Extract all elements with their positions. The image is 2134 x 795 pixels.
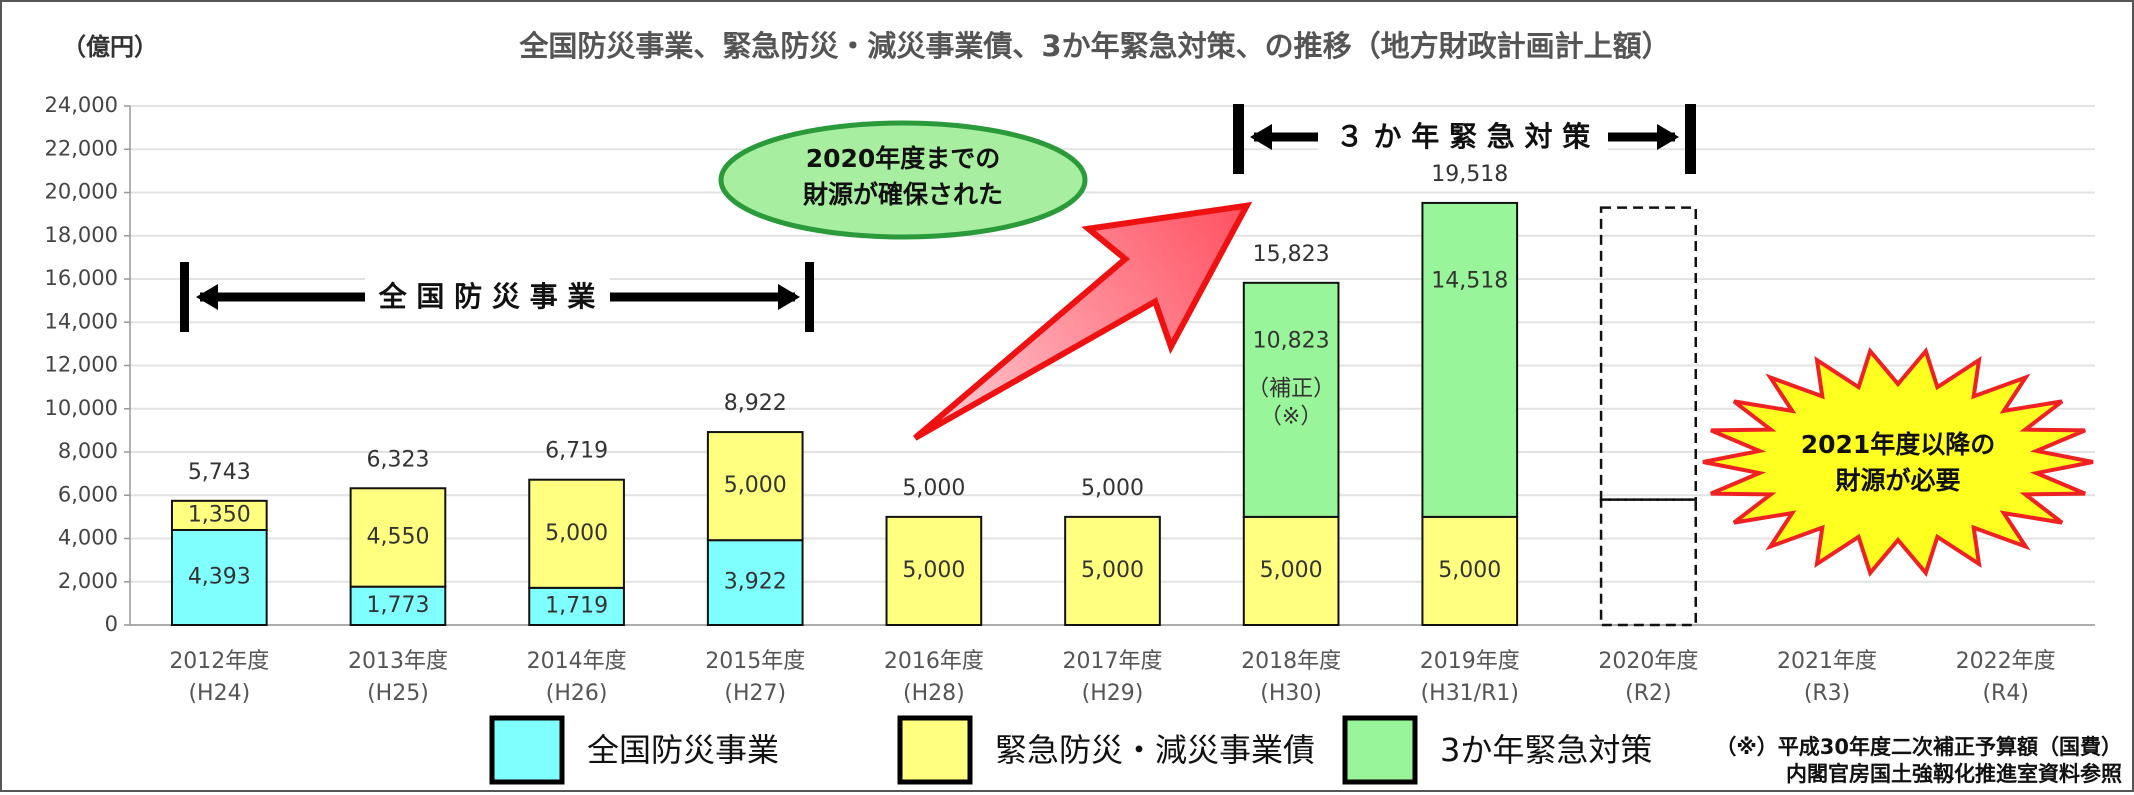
segment-label: 4,550 (366, 524, 429, 549)
note-label: （補正） (1247, 376, 1335, 401)
x-tick-sublabel: (R2) (1625, 681, 1671, 706)
total-label: 5,000 (1081, 476, 1144, 501)
segment-label: 10,823 (1253, 328, 1330, 353)
footnote: 内閣官房国土強靱化推進室資料参照 (1786, 762, 2122, 786)
x-tick-sublabel: (H31/R1) (1421, 681, 1519, 706)
x-tick-sublabel: (R4) (1982, 681, 2028, 706)
total-label: 5,743 (188, 460, 251, 485)
callout-text: 財源が確保された (803, 180, 1003, 209)
bracket-label: ３ か 年 緊 急 対 策 (1336, 120, 1591, 153)
segment-label: 14,518 (1431, 268, 1508, 293)
x-tick-sublabel: (H30) (1260, 681, 1322, 706)
segment-label: 3,922 (724, 570, 787, 595)
total-label: 6,323 (366, 447, 429, 472)
starburst-callout: 2021年度以降の 財源が必要 (1703, 351, 2093, 573)
chart-title: 全国防災事業、緊急防災・減災事業債、3か年緊急対策、の推移（地方財政計画計上額） (518, 29, 1670, 63)
segment-label: 5,000 (1438, 558, 1501, 583)
y-tick-label: 0 (105, 612, 118, 636)
x-tick-label: 2022年度 (1956, 649, 2056, 674)
y-tick-label: 8,000 (58, 439, 118, 463)
total-label: 19,518 (1431, 162, 1508, 187)
total-label: 6,719 (545, 439, 608, 464)
x-tick-label: 2013年度 (348, 649, 448, 674)
segment-label: 5,000 (902, 558, 965, 583)
y-tick-label: 12,000 (45, 353, 118, 377)
legend-label: 3か年緊急対策 (1440, 731, 1652, 769)
x-tick-sublabel: (H27) (724, 681, 786, 706)
x-tick-sublabel: (R3) (1804, 681, 1850, 706)
bracket-label: 全 国 防 災 事 業 (378, 280, 596, 313)
y-tick-label: 2,000 (58, 569, 118, 593)
segment-label: 5,000 (545, 521, 608, 546)
segment-label: 5,000 (1260, 558, 1323, 583)
total-label: 5,000 (902, 476, 965, 501)
bar-segment (1422, 203, 1517, 517)
x-tick-label: 2017年度 (1063, 649, 1163, 674)
legend-swatch (1345, 718, 1415, 782)
y-tick-label: 10,000 (45, 396, 118, 420)
x-tick-label: 2014年度 (527, 649, 627, 674)
total-label: 15,823 (1253, 242, 1330, 267)
x-tick-sublabel: (H28) (903, 681, 965, 706)
y-tick-label: 16,000 (45, 266, 118, 290)
legend-label: 緊急防災・減災事業債 (995, 731, 1315, 769)
callout-text: 財源が必要 (1835, 466, 1960, 495)
footnote: （※）平成30年度二次補正予算額（国費） (1715, 735, 2122, 759)
segment-label: 1,350 (188, 502, 251, 527)
placeholder-lower (1601, 500, 1696, 625)
y-tick-label: 18,000 (45, 223, 118, 247)
x-tick-label: 2018年度 (1241, 649, 1341, 674)
legend-swatch (900, 718, 970, 782)
chart: （億円） 全国防災事業、緊急防災・減災事業債、3か年緊急対策、の推移（地方財政計… (0, 0, 2134, 795)
total-label: 8,922 (724, 391, 787, 416)
legend-label: 全国防災事業 (587, 731, 779, 769)
x-tick-label: 2016年度 (884, 649, 984, 674)
placeholder-upper (1601, 208, 1696, 500)
segment-label: 4,393 (188, 565, 251, 590)
segment-label: 1,719 (545, 593, 608, 618)
x-tick-label: 2020年度 (1598, 649, 1698, 674)
x-tick-label: 2021年度 (1777, 649, 1877, 674)
x-tick-label: 2019年度 (1420, 649, 1520, 674)
y-tick-label: 4,000 (58, 526, 118, 550)
x-tick-label: 2015年度 (705, 649, 805, 674)
x-tick-sublabel: (H29) (1082, 681, 1144, 706)
segment-label: 1,773 (366, 593, 429, 618)
x-tick-sublabel: (H24) (188, 681, 250, 706)
x-tick-label: 2012年度 (169, 649, 269, 674)
y-tick-label: 20,000 (45, 180, 118, 204)
x-tick-sublabel: (H26) (546, 681, 608, 706)
y-tick-label: 6,000 (58, 482, 118, 506)
callout-text: 2020年度までの (806, 144, 1001, 173)
note-label: （※） (1260, 404, 1322, 429)
unit-label: （億円） (62, 33, 158, 61)
segment-label: 5,000 (1081, 558, 1144, 583)
y-tick-label: 14,000 (45, 309, 118, 333)
legend-swatch (492, 718, 562, 782)
callout-text: 2021年度以降の (1801, 430, 1996, 459)
y-tick-label: 24,000 (45, 93, 118, 117)
segment-label: 5,000 (724, 473, 787, 498)
x-tick-sublabel: (H25) (367, 681, 429, 706)
ellipse-callout: 2020年度までの 財源が確保された (721, 123, 1085, 237)
y-tick-label: 22,000 (45, 136, 118, 160)
